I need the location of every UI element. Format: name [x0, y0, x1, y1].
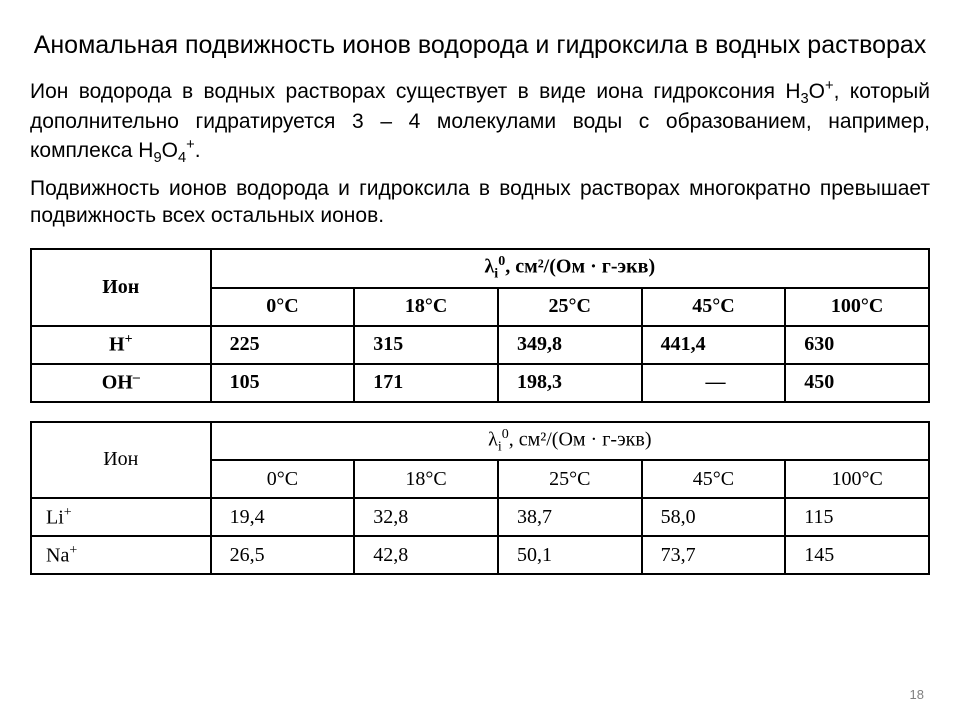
ion-label: Na+	[31, 536, 211, 574]
header-lambda: λi0, см²/(Ом · г-экв)	[211, 249, 929, 288]
data-cell: 441,4	[642, 326, 786, 364]
temp-header: 18°С	[354, 460, 498, 498]
paragraph-1: Ион водорода в водных растворах существу…	[30, 77, 930, 168]
header-ion: Ион	[31, 249, 211, 326]
data-cell: —	[642, 364, 786, 402]
data-cell: 32,8	[354, 498, 498, 536]
ion-label: OH–	[31, 364, 211, 402]
data-cell: 450	[785, 364, 929, 402]
table-row: H+ 225 315 349,8 441,4 630	[31, 326, 929, 364]
p1-sub: 9	[153, 150, 161, 166]
data-cell: 73,7	[642, 536, 786, 574]
ion-label: H+	[31, 326, 211, 364]
lambda-sup: 0	[502, 427, 509, 442]
p1-fragment: O	[162, 139, 178, 162]
table-row: OH– 105 171 198,3 — 450	[31, 364, 929, 402]
data-cell: 26,5	[211, 536, 355, 574]
header-ion: Ион	[31, 422, 211, 499]
data-cell: 50,1	[498, 536, 642, 574]
p1-sup: +	[825, 78, 834, 94]
p1-fragment: Ион водорода в водных растворах существу…	[30, 80, 800, 103]
page-number: 18	[910, 687, 924, 702]
data-cell: 349,8	[498, 326, 642, 364]
temp-header: 0°С	[211, 460, 355, 498]
temp-header: 18°С	[354, 288, 498, 326]
data-cell: 630	[785, 326, 929, 364]
data-cell: 19,4	[211, 498, 355, 536]
temp-header: 45°С	[642, 460, 786, 498]
data-cell: 171	[354, 364, 498, 402]
temp-header: 25°С	[498, 460, 642, 498]
data-cell: 42,8	[354, 536, 498, 574]
temp-header: 100°С	[785, 288, 929, 326]
table-row: Ион λi0, см²/(Ом · г-экв)	[31, 249, 929, 288]
temp-header: 0°С	[211, 288, 355, 326]
table-row: Li+ 19,4 32,8 38,7 58,0 115	[31, 498, 929, 536]
data-cell: 58,0	[642, 498, 786, 536]
lambda-unit: , см²/(Ом · г-экв)	[505, 256, 655, 278]
data-cell: 198,3	[498, 364, 642, 402]
temp-header: 100°С	[785, 460, 929, 498]
data-cell: 115	[785, 498, 929, 536]
temp-header: 25°С	[498, 288, 642, 326]
lambda-unit: , см²/(Ом · г-экв)	[509, 428, 652, 450]
p1-sub: 3	[800, 91, 808, 107]
header-lambda: λi0, см²/(Ом · г-экв)	[211, 422, 929, 461]
paragraph-2: Подвижность ионов водорода и гидроксила …	[30, 176, 930, 230]
p1-fragment: .	[195, 139, 201, 162]
data-cell: 315	[354, 326, 498, 364]
data-cell: 38,7	[498, 498, 642, 536]
temp-header: 45°С	[642, 288, 786, 326]
table-row: Ион λi0, см²/(Ом · г-экв)	[31, 422, 929, 461]
mobility-table-2: Ион λi0, см²/(Ом · г-экв) 0°С 18°С 25°С …	[30, 421, 930, 576]
data-cell: 145	[785, 536, 929, 574]
lambda-symbol: λ	[484, 256, 494, 278]
ion-label: Li+	[31, 498, 211, 536]
page-title: Аномальная подвижность ионов водорода и …	[30, 30, 930, 61]
p1-fragment: O	[809, 80, 825, 103]
data-cell: 225	[211, 326, 355, 364]
mobility-table-1: Ион λi0, см²/(Ом · г-экв) 0°С 18°С 25°С …	[30, 248, 930, 403]
p1-sub: 4	[178, 150, 186, 166]
data-cell: 105	[211, 364, 355, 402]
table-row: Na+ 26,5 42,8 50,1 73,7 145	[31, 536, 929, 574]
lambda-symbol: λ	[488, 428, 498, 450]
p1-sup: +	[186, 137, 195, 153]
